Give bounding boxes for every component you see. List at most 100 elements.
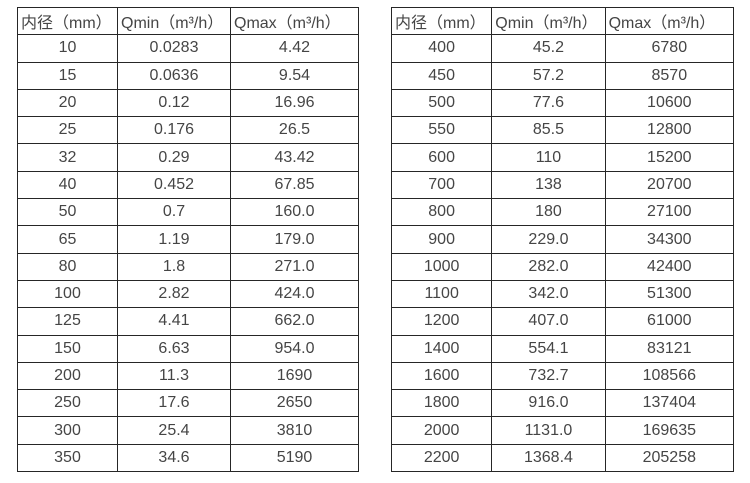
table-cell: 1600 xyxy=(390,361,493,391)
table-row: 125 4.41 662.0 xyxy=(17,307,359,336)
col-header-qmin: Qmin（m³/h） xyxy=(491,6,606,36)
table-cell: 0.0283 xyxy=(117,34,231,63)
table-row: 900 229.0 34300 xyxy=(390,225,735,254)
table-cell: 554.1 xyxy=(491,334,606,363)
table-cell: 6.63 xyxy=(117,334,231,363)
table-row: 65 1.19 179.0 xyxy=(17,225,359,254)
table-row: 350 34.6 5190 xyxy=(17,443,359,473)
table-cell: 954.0 xyxy=(230,334,359,363)
table-cell: 67.85 xyxy=(230,170,359,200)
table-row: 2200 1368.4 205258 xyxy=(390,443,735,473)
table-cell: 407.0 xyxy=(491,307,606,336)
table-cell: 12800 xyxy=(604,116,735,145)
table-cell: 16.96 xyxy=(230,88,359,118)
table-cell: 350 xyxy=(17,443,118,473)
table-cell: 800 xyxy=(390,198,493,227)
table-cell: 8570 xyxy=(604,61,735,90)
table-cell: 17.6 xyxy=(117,389,231,418)
table-cell: 40 xyxy=(17,170,118,200)
table-cell: 61000 xyxy=(604,307,735,336)
table-cell: 1400 xyxy=(390,334,493,363)
table-row: 300 25.4 3810 xyxy=(17,416,359,445)
table-header-row: 内径（mm） Qmin（m³/h） Qmax（m³/h） xyxy=(390,6,735,36)
table-cell: 424.0 xyxy=(230,279,359,309)
table-row: 32 0.29 43.42 xyxy=(17,143,359,172)
table-cell: 600 xyxy=(390,143,493,172)
table-cell: 32 xyxy=(17,143,118,172)
table-cell: 1131.0 xyxy=(491,416,606,445)
table-cell: 342.0 xyxy=(491,279,606,309)
table-cell: 282.0 xyxy=(491,252,606,281)
table-cell: 138 xyxy=(491,170,606,200)
table-cell: 500 xyxy=(390,88,493,118)
table-cell: 10600 xyxy=(604,88,735,118)
table-cell: 700 xyxy=(390,170,493,200)
table-cell: 1200 xyxy=(390,307,493,336)
table-cell: 15200 xyxy=(604,143,735,172)
table-row: 1000 282.0 42400 xyxy=(390,252,735,281)
table-cell: 200 xyxy=(17,361,118,391)
table-row: 1100 342.0 51300 xyxy=(390,279,735,309)
table-body: 400 45.2 6780 450 57.2 8570 500 77.6 10600 550 85.… xyxy=(390,34,735,473)
table-row: 150 6.63 954.0 xyxy=(17,334,359,363)
table-cell: 1368.4 xyxy=(491,443,606,473)
table-cell: 0.29 xyxy=(117,143,231,172)
table-row: 500 77.6 10600 xyxy=(390,88,735,118)
table-cell: 43.42 xyxy=(230,143,359,172)
table-cell: 1690 xyxy=(230,361,359,391)
table-row: 80 1.8 271.0 xyxy=(17,252,359,281)
table-cell: 180 xyxy=(491,198,606,227)
table-cell: 150 xyxy=(17,334,118,363)
table-cell: 27100 xyxy=(604,198,735,227)
table-cell: 2000 xyxy=(390,416,493,445)
table-cell: 125 xyxy=(17,307,118,336)
table-cell: 205258 xyxy=(604,443,735,473)
table-row: 50 0.7 160.0 xyxy=(17,198,359,227)
table-cell: 137404 xyxy=(604,389,735,418)
table-cell: 20700 xyxy=(604,170,735,200)
table-cell: 83121 xyxy=(604,334,735,363)
table-cell: 65 xyxy=(17,225,118,254)
table-row: 100 2.82 424.0 xyxy=(17,279,359,309)
table-cell: 0.452 xyxy=(117,170,231,200)
table-cell: 77.6 xyxy=(491,88,606,118)
table-cell: 20 xyxy=(17,88,118,118)
table-cell: 1.8 xyxy=(117,252,231,281)
table-cell: 1000 xyxy=(390,252,493,281)
table-cell: 160.0 xyxy=(230,198,359,227)
table-cell: 4.42 xyxy=(230,34,359,63)
table-cell: 25 xyxy=(17,116,118,145)
table-cell: 2650 xyxy=(230,389,359,418)
table-cell: 732.7 xyxy=(491,361,606,391)
table-body: 10 0.0283 4.42 15 0.0636 9.54 20 0.12 16.96 25 0.1… xyxy=(17,34,359,473)
table-cell: 57.2 xyxy=(491,61,606,90)
table-cell: 110 xyxy=(491,143,606,172)
table-header-row: 内径（mm） Qmin（m³/h） Qmax（m³/h） xyxy=(17,6,359,36)
table-row: 400 45.2 6780 xyxy=(390,34,735,63)
table-row: 10 0.0283 4.42 xyxy=(17,34,359,63)
table-cell: 450 xyxy=(390,61,493,90)
table-cell: 108566 xyxy=(604,361,735,391)
col-header-qmin: Qmin（m³/h） xyxy=(117,6,231,36)
table-cell: 662.0 xyxy=(230,307,359,336)
table-cell: 179.0 xyxy=(230,225,359,254)
table-cell: 85.5 xyxy=(491,116,606,145)
table-cell: 45.2 xyxy=(491,34,606,63)
table-cell: 34300 xyxy=(604,225,735,254)
table-cell: 0.0636 xyxy=(117,61,231,90)
table-cell: 42400 xyxy=(604,252,735,281)
col-header-qmax: Qmax（m³/h） xyxy=(604,6,735,36)
table-cell: 0.12 xyxy=(117,88,231,118)
table-row: 15 0.0636 9.54 xyxy=(17,61,359,90)
table-cell: 26.5 xyxy=(230,116,359,145)
table-row: 800 180 27100 xyxy=(390,198,735,227)
table-cell: 2200 xyxy=(390,443,493,473)
table-cell: 10 xyxy=(17,34,118,63)
table-cell: 169635 xyxy=(604,416,735,445)
table-cell: 6780 xyxy=(604,34,735,63)
table-cell: 80 xyxy=(17,252,118,281)
table-cell: 300 xyxy=(17,416,118,445)
col-header-diameter: 内径（mm） xyxy=(17,6,118,36)
table-cell: 271.0 xyxy=(230,252,359,281)
